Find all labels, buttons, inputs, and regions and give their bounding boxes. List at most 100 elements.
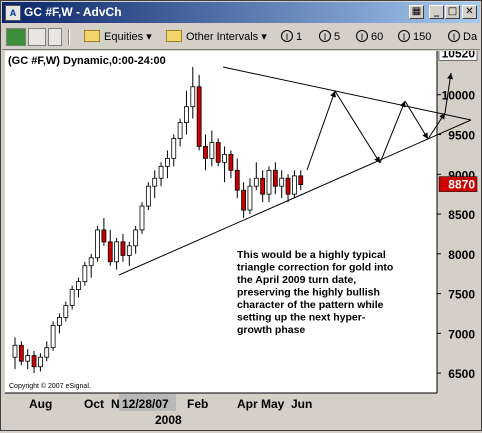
y-axis-ticks: 6500700075008000850090009500100001052088… bbox=[437, 45, 478, 381]
annotation-line: setting up the next hyper- bbox=[237, 312, 366, 324]
candle-body bbox=[114, 241, 119, 263]
x-tick-label: Aug bbox=[29, 397, 52, 411]
candle-body bbox=[164, 157, 170, 167]
candle-body bbox=[50, 324, 56, 349]
y-tick-label: 8000 bbox=[448, 248, 475, 262]
candle-body bbox=[107, 241, 113, 263]
equities-dropdown[interactable]: Equities ▾ bbox=[84, 29, 152, 45]
app-icon[interactable]: A bbox=[5, 5, 21, 21]
price-label: 8870 bbox=[448, 178, 475, 192]
intervals-dropdown[interactable]: Other Intervals ▾ bbox=[166, 29, 267, 45]
candle-body bbox=[171, 138, 177, 159]
candle-body bbox=[120, 241, 126, 256]
candle-body bbox=[12, 344, 18, 358]
annotation-line: This would be a highly typical bbox=[237, 249, 386, 261]
x-tick-label: Jun bbox=[291, 397, 312, 411]
candle-body bbox=[260, 177, 266, 195]
candle-body bbox=[234, 169, 240, 191]
candle-body bbox=[31, 355, 37, 368]
y-tick-label: 7500 bbox=[448, 288, 475, 302]
projection-arrow bbox=[379, 100, 406, 164]
minimize-icon[interactable]: _ bbox=[429, 5, 444, 19]
x-tick-label: Feb bbox=[187, 397, 208, 411]
plot-background bbox=[5, 51, 437, 393]
y-tick-label: 10000 bbox=[442, 89, 476, 103]
chart-header: (GC #F,W) Dynamic,0:00-24:00 bbox=[8, 55, 166, 67]
candle-body bbox=[177, 122, 183, 139]
candle-body bbox=[247, 185, 253, 211]
candle-body bbox=[241, 189, 247, 211]
projection-arrow bbox=[444, 72, 454, 114]
price-label-box bbox=[438, 176, 478, 192]
clock-icon: I bbox=[319, 30, 331, 43]
window-title: GC #F,W - AdvCh bbox=[24, 5, 122, 19]
interval-button-60[interactable]: I 60 bbox=[356, 29, 383, 45]
price-label: 10520 bbox=[442, 51, 476, 60]
upper-trendline bbox=[222, 66, 472, 121]
candle-body bbox=[63, 305, 69, 318]
candle-body bbox=[95, 229, 100, 259]
candles-group bbox=[12, 66, 304, 374]
chart-area[interactable]: (GC #F,W) Dynamic,0:00-24:00 Copyright ©… bbox=[5, 45, 479, 428]
maximize-icon[interactable]: □ bbox=[445, 5, 460, 19]
y-tick-label: 7000 bbox=[448, 327, 475, 341]
candle-body bbox=[133, 229, 139, 247]
y-tick-label: 6500 bbox=[448, 367, 475, 381]
equities-label: Equities bbox=[104, 31, 144, 43]
price-chart[interactable]: (GC #F,W) Dynamic,0:00-24:00 Copyright ©… bbox=[5, 45, 479, 428]
close-icon[interactable]: ✕ bbox=[462, 5, 477, 19]
clock-icon: I bbox=[356, 30, 368, 43]
projection-arrow bbox=[404, 100, 429, 140]
clock-icon: I bbox=[281, 30, 293, 43]
x-year-label: 2008 bbox=[155, 413, 182, 427]
candle-body bbox=[228, 153, 234, 171]
candle-body bbox=[279, 177, 285, 187]
candle-body bbox=[184, 106, 189, 123]
tools-icon[interactable] bbox=[48, 28, 62, 46]
annotation-line: triangle correction for gold into bbox=[237, 262, 393, 274]
candle-body bbox=[82, 265, 88, 283]
candle-body bbox=[222, 153, 227, 163]
candle-body bbox=[57, 317, 62, 326]
candle-body bbox=[291, 175, 297, 195]
chevron-down-icon: ▾ bbox=[261, 31, 267, 43]
candle-body bbox=[266, 169, 272, 195]
clock-icon: I bbox=[448, 30, 460, 43]
candle-body bbox=[18, 344, 24, 362]
date-highlight-box bbox=[119, 394, 176, 411]
candle-body bbox=[69, 289, 75, 306]
lower-trendline bbox=[118, 119, 472, 276]
tile-icon[interactable]: ▦ bbox=[409, 5, 424, 19]
toolbar-separator bbox=[68, 29, 70, 45]
candle-body bbox=[203, 146, 208, 159]
title-bar[interactable]: A GC #F,W - AdvCh ▦ _ □ ✕ bbox=[2, 2, 480, 23]
properties-icon[interactable] bbox=[28, 28, 46, 46]
projection-arrow bbox=[306, 90, 336, 171]
candle-body bbox=[126, 245, 132, 256]
interval-button-150[interactable]: I 150 bbox=[398, 29, 431, 45]
candle-body bbox=[190, 86, 196, 108]
y-tick-label: 8500 bbox=[448, 208, 475, 222]
chevron-down-icon: ▾ bbox=[146, 31, 152, 43]
annotation-line: preserving the highly bullish bbox=[237, 287, 380, 299]
candle-body bbox=[76, 281, 81, 291]
candle-body bbox=[253, 177, 259, 187]
link-chart-icon[interactable] bbox=[6, 28, 26, 46]
annotation-line: character of the pattern while bbox=[237, 299, 384, 311]
candle-body bbox=[101, 229, 107, 243]
annotation-line: the April 2009 turn date, bbox=[237, 274, 356, 286]
interval-button-daily[interactable]: I Da bbox=[448, 29, 477, 45]
y-tick-label: 9500 bbox=[448, 129, 475, 143]
projection-arrow bbox=[427, 112, 446, 140]
candle-body bbox=[196, 86, 202, 147]
candle-body bbox=[272, 169, 278, 187]
projection-arrow bbox=[334, 90, 381, 164]
candle-body bbox=[44, 347, 50, 358]
triangle-overlay bbox=[118, 66, 472, 276]
